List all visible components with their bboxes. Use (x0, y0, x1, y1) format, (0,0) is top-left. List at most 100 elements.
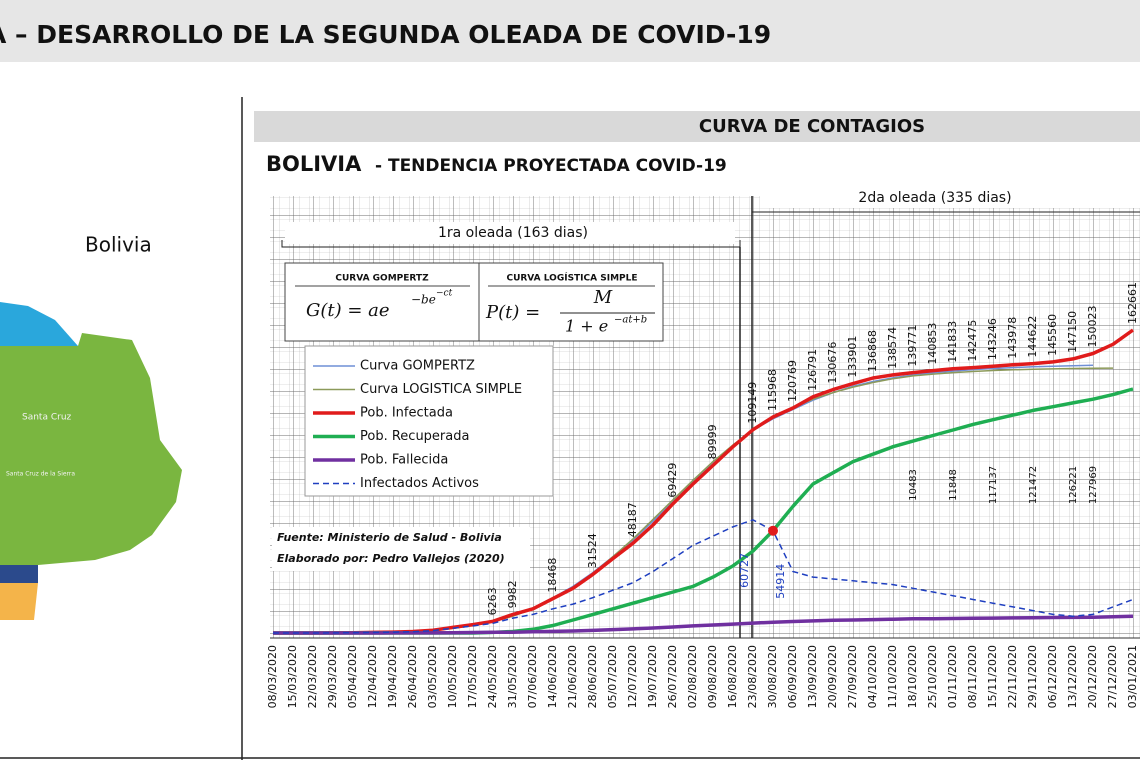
x-tick-label: 15/11/2020 (986, 645, 999, 708)
period-label-bg (760, 188, 1140, 208)
x-tick-label: 12/04/2020 (366, 645, 379, 708)
data-label: 109149 (746, 382, 759, 424)
formula-numerator: M (593, 287, 613, 308)
period-label: 1ra oleada (163 dias) (438, 225, 588, 241)
legend-label: Infectados Activos (360, 476, 479, 491)
data-label: 140853 (926, 323, 939, 365)
map-label: Santa Cruz de la Sierra (6, 471, 75, 478)
x-tick-label: 31/05/2020 (506, 645, 519, 708)
source-text: Elaborado por: Pedro Vallejos (2020) (277, 552, 505, 565)
x-tick-label: 08/03/2020 (266, 645, 279, 708)
x-tick-label: 30/08/2020 (766, 645, 779, 708)
legend-label: Pob. Fallecida (360, 453, 448, 468)
period-label: 2da oleada (335 dias) (858, 190, 1011, 206)
formula-frame (284, 262, 664, 342)
x-tick-label: 17/05/2020 (466, 645, 479, 708)
header-bar (0, 0, 1140, 62)
data-label: 142475 (966, 320, 979, 362)
data-label: 136868 (866, 330, 879, 372)
x-tick-label: 29/03/2020 (326, 645, 339, 708)
data-label: 54914 (774, 564, 787, 599)
data-label: 127969 (1088, 466, 1099, 504)
x-tick-label: 25/10/2020 (926, 645, 939, 708)
x-tick-label: 27/09/2020 (846, 645, 859, 708)
x-tick-label: 22/03/2020 (306, 645, 319, 708)
map-region (0, 302, 78, 348)
x-tick-label: 26/04/2020 (406, 645, 419, 708)
data-label: 10483 (908, 469, 919, 501)
legend-label: Curva LOGISTICA SIMPLE (360, 382, 522, 397)
series-line (273, 614, 1134, 635)
source-frame (272, 527, 530, 571)
data-label: 48187 (626, 502, 639, 537)
legend-label: Pob. Recuperada (360, 429, 469, 444)
x-tick-label: 27/12/2020 (1106, 645, 1119, 708)
data-labels: 6263 9982 18468 31524 48187 69429 89999 109149 1… (486, 282, 1139, 615)
x-tick-label: 20/09/2020 (826, 645, 839, 708)
legend: Curva GOMPERTZ Curva LOGISTICA SIMPLE Pob.… (313, 359, 522, 491)
data-label: 126221 (1068, 466, 1079, 504)
data-label: 120769 (786, 360, 799, 402)
data-label: 139771 (906, 325, 919, 367)
x-tick-label: 09/08/2020 (706, 645, 719, 708)
series-line (273, 519, 1134, 634)
data-label: 138574 (886, 327, 899, 369)
data-label: 144622 (1026, 316, 1039, 358)
data-label: 150023 (1086, 306, 1099, 348)
x-tick-label: 06/09/2020 (786, 645, 799, 708)
data-label: 147150 (1066, 311, 1079, 353)
map-title: Bolivia (85, 233, 152, 257)
chart-subtitle: - TENDENCIA PROYECTADA COVID-19 (375, 156, 727, 176)
data-label: 145560 (1046, 314, 1059, 356)
legend-frame (304, 345, 554, 497)
map: Bolivia Santa Cruz Santa Cruz de la Sier… (0, 233, 182, 620)
x-tick-label: 23/08/2020 (746, 645, 759, 708)
data-label: 69429 (666, 463, 679, 498)
x-tick-label: 08/11/2020 (966, 645, 979, 708)
data-label: 143978 (1006, 317, 1019, 359)
formula-exponent: −at+b (614, 315, 647, 326)
map-region (0, 565, 38, 583)
source-text: Fuente: Ministerio de Salud - Bolivia (277, 531, 502, 544)
formula-denominator: 1 + e (565, 317, 608, 336)
chart-title-bar (254, 111, 1140, 142)
data-label: 31524 (586, 533, 599, 568)
x-tick-label: 10/05/2020 (446, 645, 459, 708)
x-tick-label: 24/05/2020 (486, 645, 499, 708)
x-tick-label: 22/11/2020 (1006, 645, 1019, 708)
formula-title: CURVA GOMPERTZ (335, 274, 429, 284)
data-label: 11848 (948, 469, 959, 501)
chart-subtitle-country: BOLIVIA (266, 152, 362, 176)
data-label: 130676 (826, 342, 839, 384)
data-label: 121472 (1028, 466, 1039, 504)
data-label: 9982 (506, 580, 519, 608)
x-tick-label: 26/07/2020 (666, 645, 679, 708)
x-tick-label: 20/12/2020 (1086, 645, 1099, 708)
data-label: 162661 (1126, 282, 1139, 324)
formula-exponent: −be (411, 293, 436, 307)
plot (273, 328, 1135, 635)
x-tick-label: 19/04/2020 (386, 645, 399, 708)
x-tick-label: 21/06/2020 (566, 645, 579, 708)
x-tick-label: 13/12/2020 (1066, 645, 1079, 708)
formula-text: G(t) = ae (306, 300, 390, 321)
period-label-bg (285, 222, 735, 244)
x-tick-label: 05/07/2020 (606, 645, 619, 708)
x-tick-label: 18/10/2020 (906, 645, 919, 708)
data-label: 143246 (986, 318, 999, 360)
header-title: A – DESARROLLO DE LA SEGUNDA OLEADA DE C… (0, 20, 771, 49)
x-tick-label: 12/07/2020 (626, 645, 639, 708)
x-tick-label: 03/05/2020 (426, 645, 439, 708)
x-tick-label: 15/03/2020 (286, 645, 299, 708)
data-label: 126791 (806, 349, 819, 391)
map-label: Santa Cruz (22, 413, 72, 423)
x-tick-label: 29/11/2020 (1026, 645, 1039, 708)
x-tick-label: 03/01/2021 (1126, 645, 1139, 708)
x-tick-label: 11/10/2020 (886, 645, 899, 708)
formula-text: P(t) = (485, 302, 540, 323)
x-tick-label: 28/06/2020 (586, 645, 599, 708)
formula-title: CURVA LOGÍSTICA SIMPLE (506, 272, 637, 284)
map-region (0, 333, 182, 565)
